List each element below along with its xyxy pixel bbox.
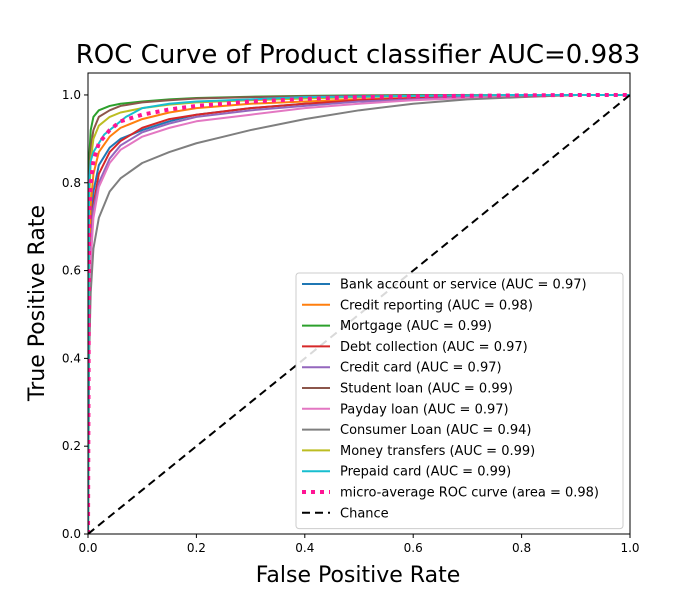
legend-label-money-transfers: Money transfers (AUC = 0.99) [340,444,535,459]
legend-label-student-loan: Student loan (AUC = 0.99) [340,382,513,397]
plot-area [88,92,630,534]
legend-box [295,272,624,530]
axes-frame [87,72,631,535]
legend-label-credit-card: Credit card (AUC = 0.97) [340,361,502,376]
y-tick-label: 0.0 [62,527,81,541]
legend-label-micro-average-roc-curve: micro-average ROC curve (area = 0.98) [340,486,599,501]
series-line-prepaid-card [88,93,630,534]
legend-label-consumer-loan: Consumer Loan (AUC = 0.94) [340,423,531,438]
series-line-micro-average-roc-curve [88,92,630,534]
x-tick-label: 0.8 [512,541,531,555]
x-tick-label: 0.2 [187,541,206,555]
legend-label-mortgage: Mortgage (AUC = 0.99) [340,319,492,334]
y-tick-label: 0.8 [62,176,81,190]
series-line-payday-loan [88,93,630,534]
chart-title: ROC Curve of Product classifier AUC=0.98… [76,40,641,70]
y-tick-label: 0.2 [62,439,81,453]
x-tick-label: 0.0 [78,541,97,555]
legend-label-credit-reporting: Credit reporting (AUC = 0.98) [340,298,533,313]
legend-label-debt-collection: Debt collection (AUC = 0.97) [340,340,528,355]
y-tick-label: 0.4 [62,351,81,365]
legend-label-payday-loan: Payday loan (AUC = 0.97) [340,402,509,417]
legend: Bank account or service (AUC = 0.97) Cred… [295,272,624,530]
y-tick-label: 0.6 [62,264,81,278]
legend-label-bank-account-or-service: Bank account or service (AUC = 0.97) [340,278,587,293]
x-tick-label: 1.0 [620,541,639,555]
y-tick-label: 1.0 [62,88,81,102]
legend-label-chance: Chance [340,506,389,521]
legend-label-prepaid-card: Prepaid card (AUC = 0.99) [340,465,511,480]
x-tick-label: 0.4 [295,541,314,555]
axes: 0.0 0.2 0.4 0.6 0.8 1.0 0.0 0.2 0.4 0.6 0.8 1.0 [62,72,640,555]
x-tick-label: 0.6 [404,541,423,555]
x-axis-label: False Positive Rate [256,563,460,588]
y-axis-label: True Positive Rate [25,205,50,402]
series-line-consumer-loan [88,93,630,534]
